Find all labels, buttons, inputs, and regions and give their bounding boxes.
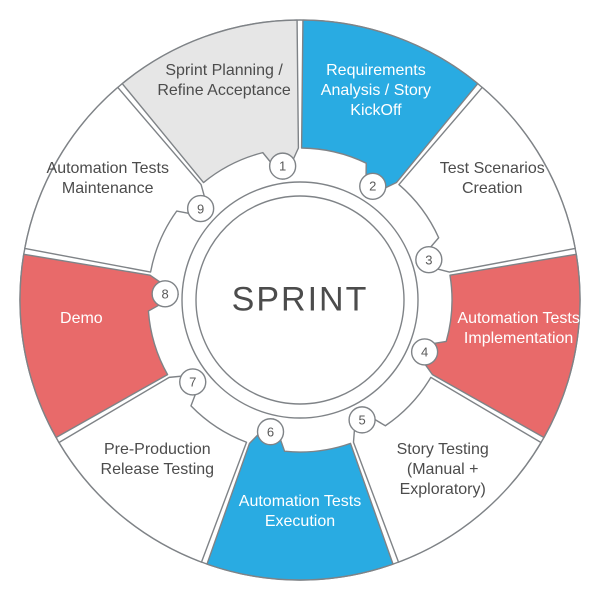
step-number-9: 9 xyxy=(197,201,204,216)
step-number-2: 2 xyxy=(369,179,376,194)
step-number-4: 4 xyxy=(421,344,428,359)
step-number-6: 6 xyxy=(267,424,274,439)
center-title: SPRINT xyxy=(232,281,369,320)
step-number-5: 5 xyxy=(358,412,365,427)
step-number-3: 3 xyxy=(425,252,432,267)
step-number-7: 7 xyxy=(189,374,196,389)
sprint-cycle-diagram: 123456789Sprint Planning /Refine Accepta… xyxy=(0,0,600,600)
step-number-1: 1 xyxy=(279,159,286,174)
step-number-8: 8 xyxy=(162,286,169,301)
